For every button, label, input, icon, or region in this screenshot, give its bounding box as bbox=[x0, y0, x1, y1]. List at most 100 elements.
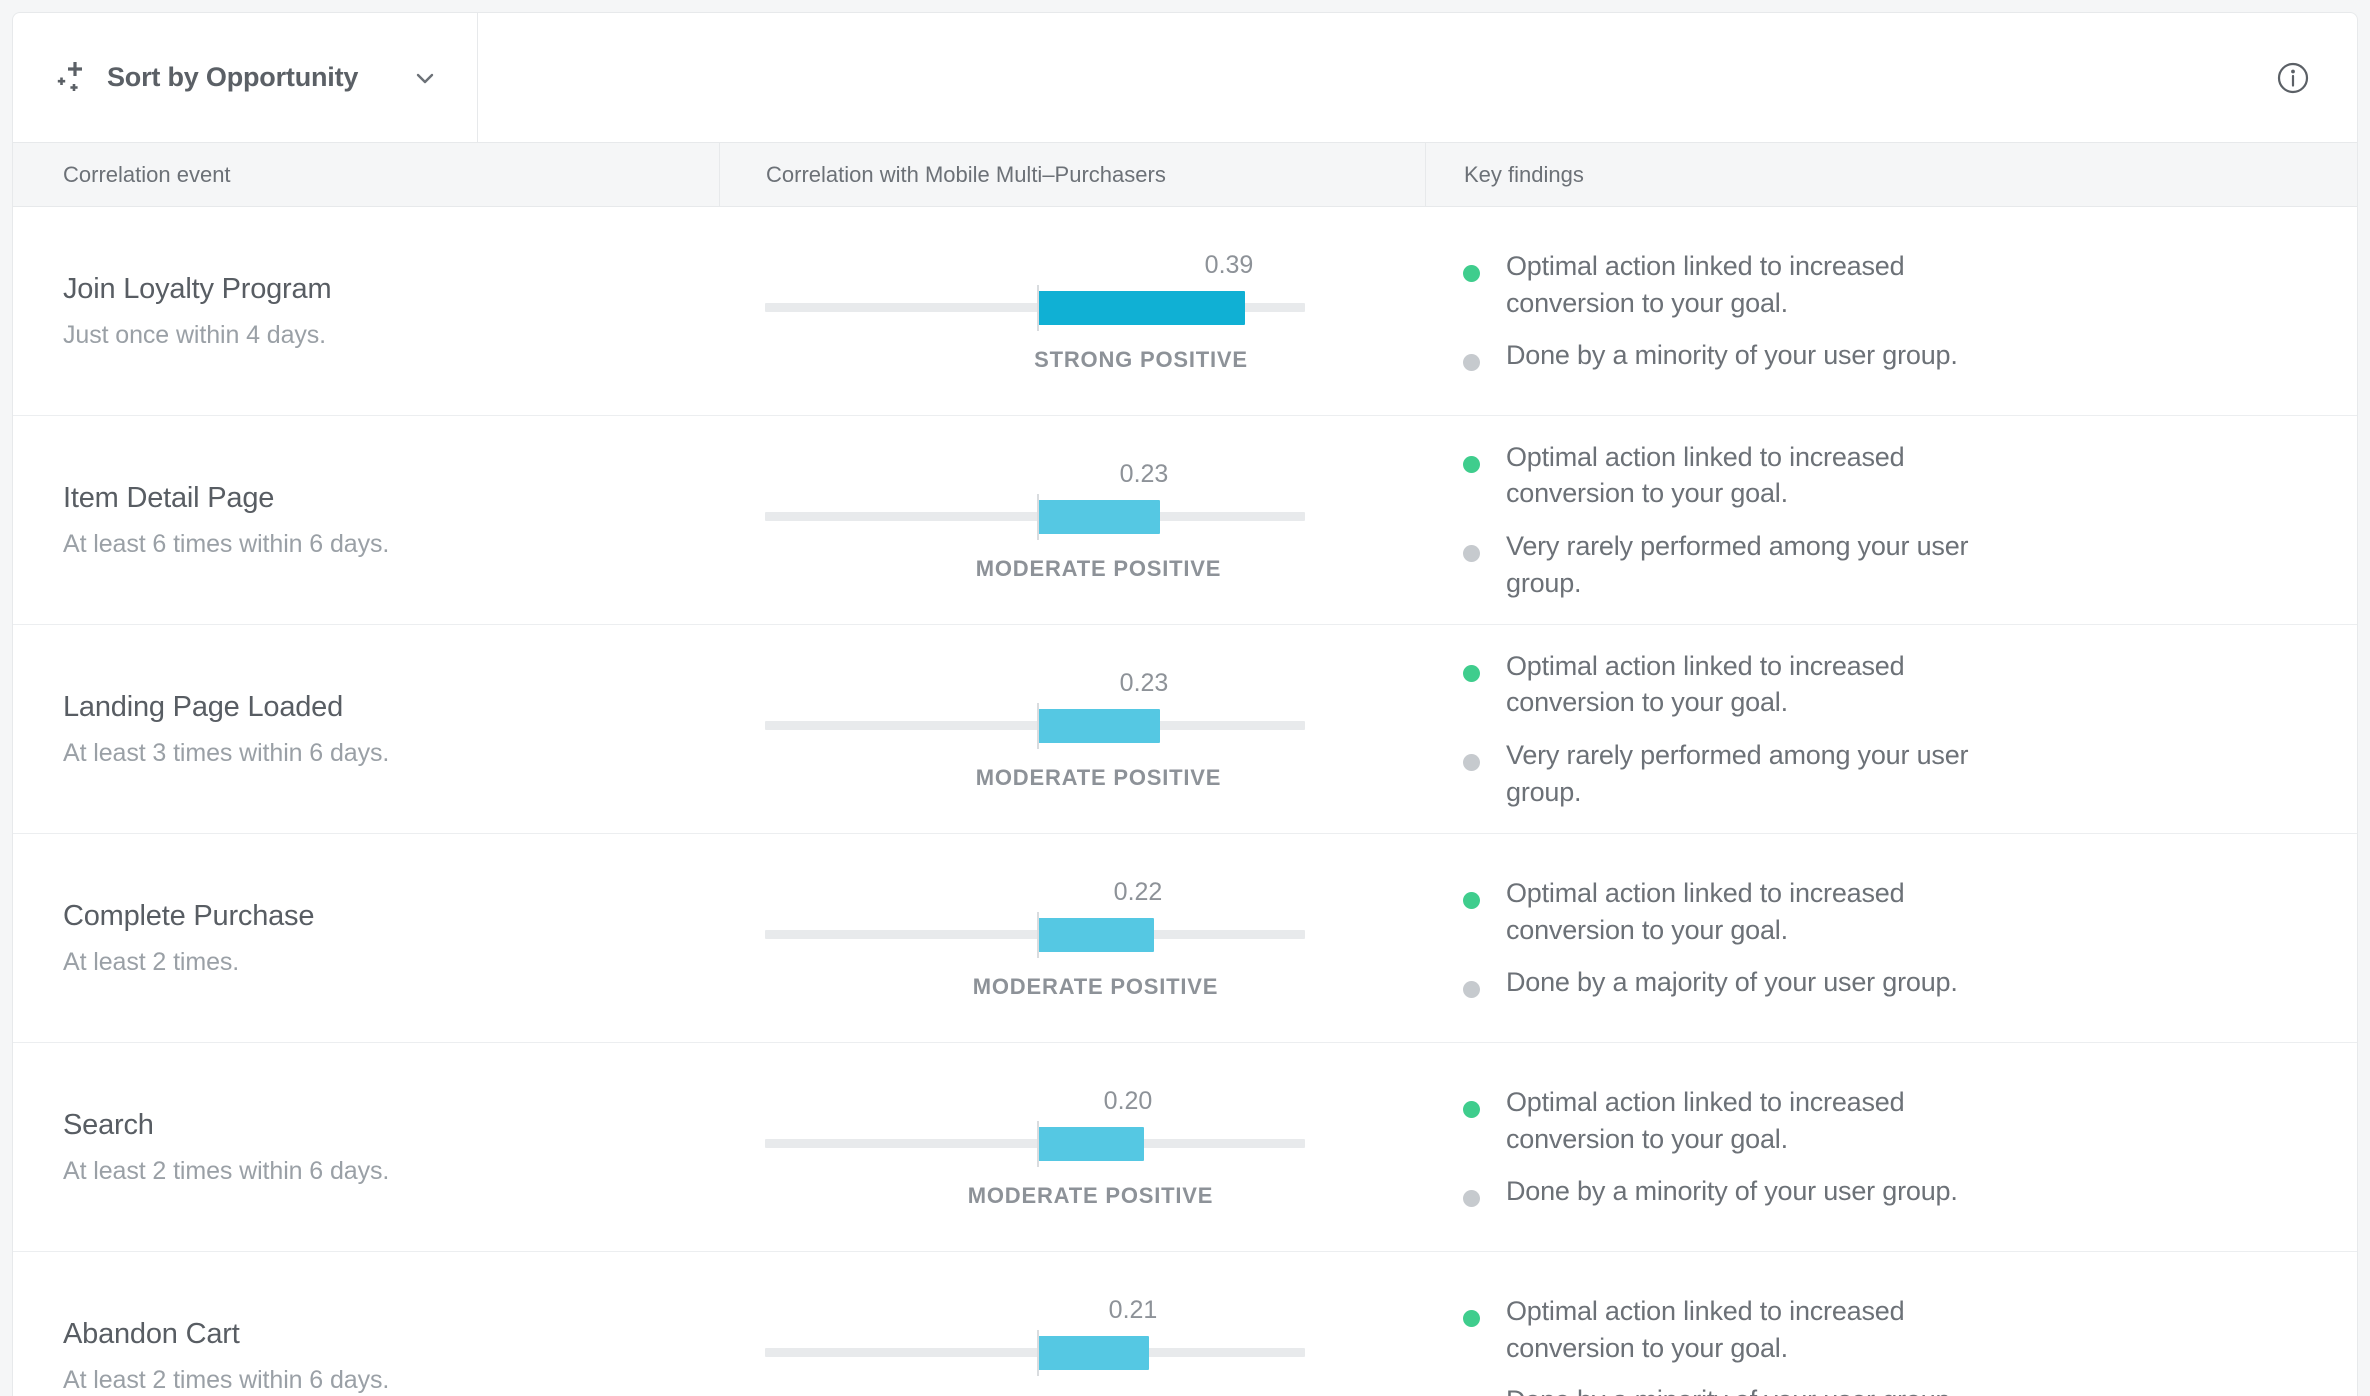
meter-fill-bar bbox=[1037, 918, 1154, 952]
correlation-meter: 0.39 STRONG POSITIVE bbox=[765, 251, 1305, 372]
key-finding-text: Optimal action linked to increased conve… bbox=[1506, 250, 1905, 318]
toolbar-filler bbox=[478, 12, 2358, 142]
sort-dropdown-label: Sort by Opportunity bbox=[107, 62, 359, 92]
cell-correlation-event: Landing Page Loaded At least 3 times with… bbox=[13, 690, 719, 769]
correlation-strength-label: MODERATE POSITIVE bbox=[975, 765, 1222, 790]
correlation-strength-label: MODERATE POSITIVE bbox=[970, 1392, 1215, 1396]
cell-correlation-event: Join Loyalty Program Just once within 4 d… bbox=[13, 272, 719, 351]
key-finding-item: Done by a minority of your user group. bbox=[1463, 1173, 2297, 1210]
cell-correlation-event: Complete Purchase At least 2 times. bbox=[13, 899, 719, 978]
key-finding-text: Done by a minority of your user group. bbox=[1506, 1176, 1958, 1207]
correlation-value-label: 0.23 bbox=[1119, 460, 1169, 488]
status-dot-grey-icon bbox=[1463, 981, 1480, 999]
key-finding-item: Optimal action linked to increased conve… bbox=[1463, 1293, 2297, 1366]
event-name: Abandon Cart bbox=[63, 1317, 240, 1350]
event-criteria: At least 2 times. bbox=[63, 948, 240, 977]
meter-center-tick bbox=[1037, 285, 1039, 331]
status-dot-grey-icon bbox=[1463, 754, 1480, 771]
correlation-meter: 0.23 MODERATE POSITIVE bbox=[765, 460, 1305, 581]
cell-key-findings: Optimal action linked to increased conve… bbox=[1425, 1043, 2357, 1251]
status-dot-grey-icon bbox=[1463, 545, 1480, 562]
cell-correlation-meter: 0.23 MODERATE POSITIVE bbox=[719, 416, 1425, 624]
correlation-value-label: 0.22 bbox=[1113, 878, 1163, 906]
event-criteria: At least 6 times within 6 days. bbox=[63, 530, 390, 559]
key-finding-item: Optimal action linked to increased conve… bbox=[1463, 1084, 2297, 1157]
sort-by-opportunity-dropdown[interactable]: Sort by Opportunity bbox=[12, 12, 478, 142]
key-finding-item: Done by a minority of your user group. bbox=[1463, 337, 2297, 374]
status-dot-green-icon bbox=[1463, 1309, 1480, 1327]
status-dot-green-icon bbox=[1463, 891, 1480, 909]
status-dot-green-icon bbox=[1463, 664, 1480, 682]
cell-key-findings: Optimal action linked to increased conve… bbox=[1425, 416, 2357, 624]
status-dot-green-icon bbox=[1463, 455, 1480, 473]
meter-fill-bar bbox=[1037, 500, 1160, 534]
event-criteria: Just once within 4 days. bbox=[63, 321, 327, 350]
key-finding-item: Optimal action linked to increased conve… bbox=[1463, 248, 2297, 321]
meter-center-tick bbox=[1037, 912, 1039, 958]
table-row[interactable]: Search At least 2 times within 6 days. 0.2… bbox=[13, 1043, 2357, 1252]
correlation-strength-label: MODERATE POSITIVE bbox=[975, 556, 1222, 581]
key-finding-text: Optimal action linked to increased conve… bbox=[1506, 650, 1905, 718]
chevron-down-icon[interactable] bbox=[412, 65, 438, 91]
cell-correlation-meter: 0.39 STRONG POSITIVE bbox=[719, 207, 1425, 415]
table-row[interactable]: Landing Page Loaded At least 3 times with… bbox=[13, 625, 2357, 834]
cell-correlation-event: Search At least 2 times within 6 days. bbox=[13, 1108, 719, 1187]
correlation-value-label: 0.39 bbox=[1204, 251, 1254, 279]
meter-center-tick bbox=[1037, 703, 1039, 749]
table-header-row: Correlation event Correlation with Mobil… bbox=[13, 142, 2357, 207]
key-finding-item: Very rarely performed among your user gr… bbox=[1463, 737, 2297, 810]
key-finding-item: Very rarely performed among your user gr… bbox=[1463, 528, 2297, 601]
cell-correlation-meter: 0.21 MODERATE POSITIVE bbox=[719, 1252, 1425, 1396]
status-dot-grey-icon bbox=[1463, 354, 1480, 372]
meter-center-tick bbox=[1037, 1330, 1039, 1376]
correlation-value-label: 0.23 bbox=[1119, 669, 1169, 697]
meter-center-tick bbox=[1037, 494, 1039, 540]
event-name: Search bbox=[63, 1108, 154, 1141]
info-circle-icon[interactable] bbox=[2276, 61, 2310, 95]
key-finding-item: Done by a minority of your user group. bbox=[1463, 1382, 2297, 1396]
event-name: Join Loyalty Program bbox=[63, 272, 332, 305]
meter-track bbox=[765, 512, 1305, 521]
key-finding-text: Done by a minority of your user group. bbox=[1506, 340, 1958, 371]
cell-key-findings: Optimal action linked to increased conve… bbox=[1425, 1252, 2357, 1396]
cell-correlation-meter: 0.20 MODERATE POSITIVE bbox=[719, 1043, 1425, 1251]
key-finding-text: Done by a majority of your user group. bbox=[1506, 967, 1958, 998]
correlation-strength-label: MODERATE POSITIVE bbox=[967, 1183, 1214, 1208]
key-finding-item: Optimal action linked to increased conve… bbox=[1463, 648, 2297, 721]
meter-fill-bar bbox=[1037, 709, 1160, 743]
cell-correlation-event: Item Detail Page At least 6 times within … bbox=[13, 481, 719, 560]
key-finding-text: Very rarely performed among your user gr… bbox=[1506, 740, 1969, 807]
table-row[interactable]: Item Detail Page At least 6 times within … bbox=[13, 416, 2357, 625]
table-row[interactable]: Abandon Cart At least 2 times within 6 da… bbox=[13, 1252, 2357, 1396]
table-body: Join Loyalty Program Just once within 4 d… bbox=[13, 207, 2357, 1396]
meter-fill-bar bbox=[1037, 1127, 1144, 1161]
meter-track bbox=[765, 721, 1305, 730]
correlation-value-label: 0.20 bbox=[1103, 1087, 1153, 1115]
cell-correlation-event: Abandon Cart At least 2 times within 6 da… bbox=[13, 1317, 719, 1396]
toolbar: Sort by Opportunity bbox=[0, 0, 2370, 142]
meter-track bbox=[765, 930, 1305, 939]
column-header-key-findings: Key findings bbox=[1425, 142, 2357, 207]
key-finding-item: Optimal action linked to increased conve… bbox=[1463, 439, 2297, 512]
meter-track bbox=[765, 303, 1305, 312]
key-finding-item: Done by a majority of your user group. bbox=[1463, 964, 2297, 1001]
key-finding-text: Optimal action linked to increased conve… bbox=[1506, 877, 1905, 945]
meter-track bbox=[765, 1139, 1305, 1148]
key-finding-text: Done by a minority of your user group. bbox=[1506, 1382, 1958, 1396]
table-row[interactable]: Join Loyalty Program Just once within 4 d… bbox=[13, 207, 2357, 416]
column-header-correlation-event: Correlation event bbox=[63, 161, 231, 187]
table-row[interactable]: Complete Purchase At least 2 times. 0.22 MO… bbox=[13, 834, 2357, 1043]
correlation-table: Correlation event Correlation with Mobil… bbox=[12, 142, 2358, 1396]
correlation-strength-label: STRONG POSITIVE bbox=[1034, 347, 1248, 372]
correlation-strength-label: MODERATE POSITIVE bbox=[972, 974, 1219, 999]
correlation-meter: 0.22 MODERATE POSITIVE bbox=[765, 878, 1305, 999]
cell-correlation-meter: 0.23 MODERATE POSITIVE bbox=[719, 625, 1425, 833]
event-criteria: At least 3 times within 6 days. bbox=[63, 739, 390, 768]
column-header-correlation-value: Correlation with Mobile Multi–Purchasers bbox=[719, 142, 1425, 207]
key-finding-text: Optimal action linked to increased conve… bbox=[1506, 1086, 1905, 1154]
meter-fill-bar bbox=[1037, 291, 1245, 325]
key-finding-text: Very rarely performed among your user gr… bbox=[1506, 531, 1969, 598]
cell-key-findings: Optimal action linked to increased conve… bbox=[1425, 207, 2357, 415]
cell-key-findings: Optimal action linked to increased conve… bbox=[1425, 834, 2357, 1042]
